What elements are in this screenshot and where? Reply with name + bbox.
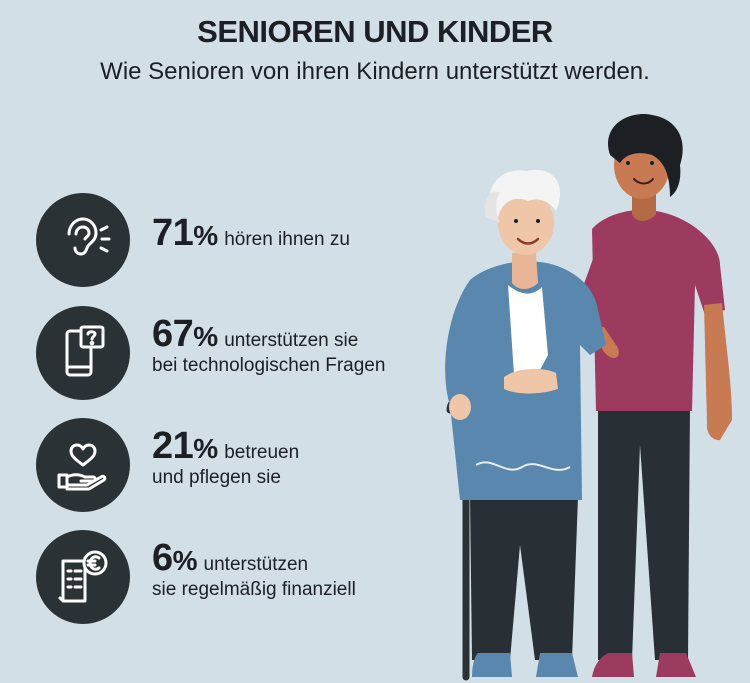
stat-label: hören ihnen zu [224, 229, 350, 250]
stat-label: unterstützen sie [224, 330, 359, 351]
stat-item-finance: 6% unterstützen sie regelmäßig finanziell [36, 530, 436, 624]
stat-label: unterstützen [203, 554, 309, 575]
smartphone-question-icon [36, 306, 130, 400]
ear-icon [36, 193, 130, 287]
stat-item-technology: 67% unterstützen sie bei technologischen … [36, 306, 436, 400]
stat-label-line2: bei technologischen Fragen [152, 355, 386, 376]
stat-value: 67 [152, 313, 194, 355]
illustration-senior-and-child [445, 114, 732, 681]
stat-value: 71 [152, 212, 194, 254]
stat-label-line2: sie regelmäßig finanziell [152, 579, 356, 600]
percent-sign: % [172, 545, 198, 576]
stat-label: betreuen [224, 442, 300, 463]
percent-sign: % [193, 220, 219, 251]
euro-receipt-icon [36, 530, 130, 624]
percent-sign: % [193, 433, 219, 464]
stat-value: 21 [152, 425, 194, 467]
stat-value: 6 [152, 537, 173, 579]
young-man-figure [580, 114, 732, 677]
stat-label-line2: und pflegen sie [152, 467, 281, 488]
stat-item-care: 21% betreuen und pflegen sie [36, 418, 436, 512]
percent-sign: % [193, 321, 219, 352]
stat-item-listening: 71% hören ihnen zu [36, 193, 436, 287]
chart-title: SENIOREN UND KINDER [197, 14, 553, 49]
chart-subtitle: Wie Senioren von ihren Kindern unterstüt… [100, 58, 650, 85]
senior-woman-figure [445, 169, 606, 681]
heart-hand-icon [36, 418, 130, 512]
